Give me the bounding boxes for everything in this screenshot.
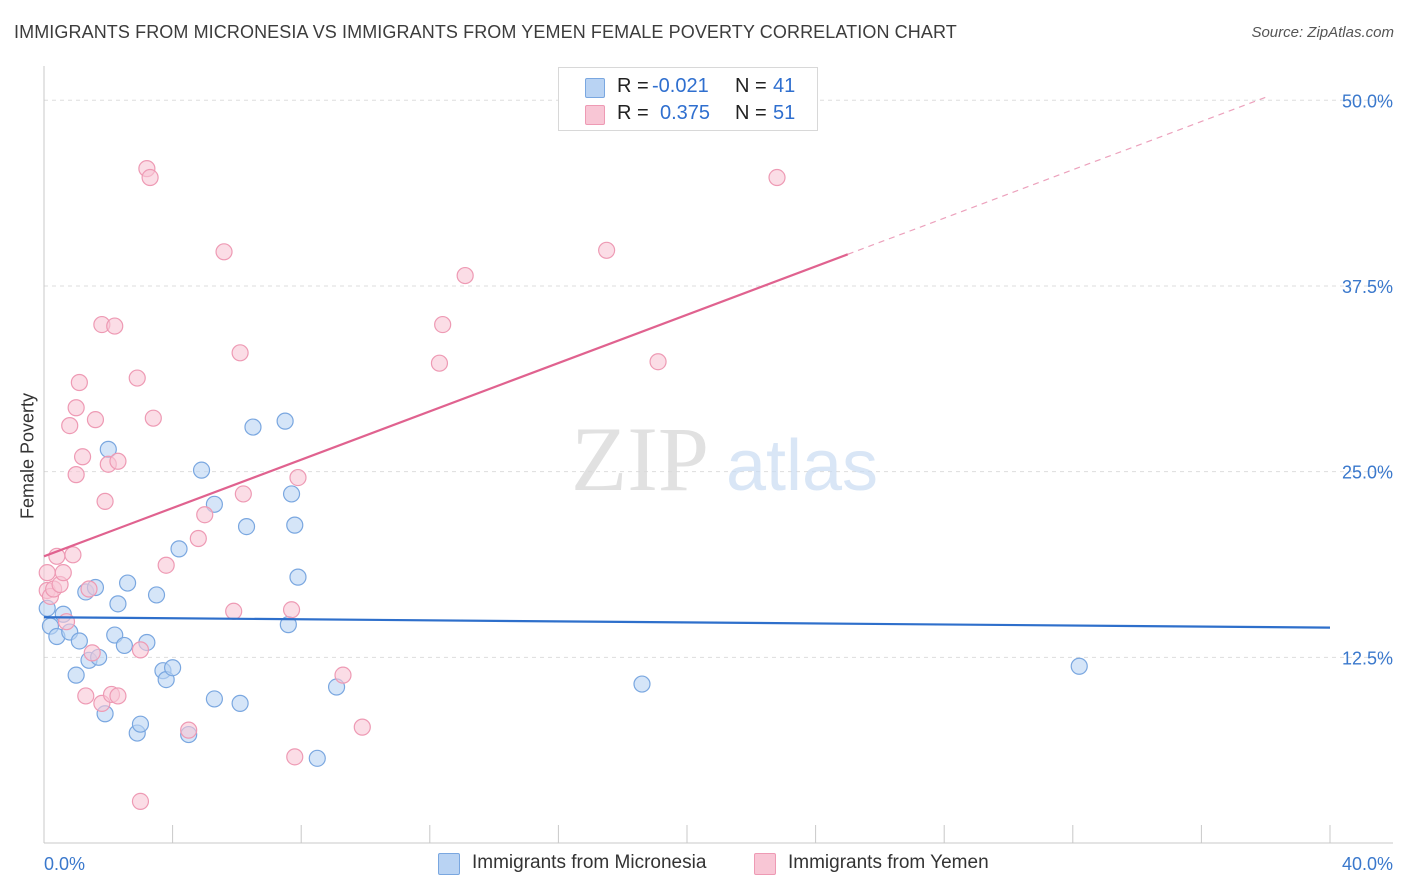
yemen-point	[456, 266, 474, 285]
yemen-point	[141, 168, 159, 187]
legend-n-label: N =	[735, 102, 767, 124]
yemen-point	[64, 546, 82, 564]
yemen-point	[215, 243, 233, 261]
yemen-point	[282, 601, 301, 619]
yemen-point	[234, 485, 252, 503]
legend-r-label: R =	[617, 75, 649, 97]
grid-lines	[44, 99, 1393, 658]
micronesia-point	[286, 516, 304, 534]
correlation-legend: R = -0.021 N = 41 R = 0.375 N = 51	[558, 67, 818, 131]
x-tick-label: 40.0%	[1342, 854, 1393, 874]
axes	[43, 66, 1393, 844]
yemen-point	[286, 748, 304, 766]
micronesia-point	[67, 666, 85, 684]
trend-line-yemen	[43, 253, 849, 558]
yemen-point	[225, 602, 243, 620]
yemen-point	[289, 468, 307, 487]
micronesia-point	[131, 715, 150, 733]
source-label: Source: ZipAtlas.com	[1251, 24, 1394, 41]
legend-r-value-micronesia: -0.021	[652, 75, 709, 97]
micronesia-point	[109, 595, 127, 613]
yemen-point	[70, 373, 88, 392]
legend-swatch-micronesia	[585, 78, 605, 98]
yemen-point	[83, 644, 101, 662]
trend-lines	[43, 96, 1331, 629]
micronesia-point	[118, 574, 137, 592]
yemen-point	[231, 344, 249, 362]
legend-n-value-yemen: 51	[773, 102, 796, 124]
micronesia-point	[308, 749, 326, 767]
micronesia-point	[205, 690, 223, 708]
yemen-point	[196, 506, 214, 524]
yemen-point	[649, 353, 667, 371]
bottom-legend-label-micronesia: Immigrants from Micronesia	[472, 852, 707, 873]
y-tick-label: 37.5%	[1342, 277, 1393, 297]
micronesia-point	[276, 412, 294, 430]
micronesia-point	[237, 518, 256, 536]
yemen-point	[131, 792, 150, 811]
yemen-point	[54, 564, 72, 582]
micronesia-point	[147, 586, 166, 604]
trend-line-yemen-extension	[847, 96, 1266, 255]
bottom-legend-swatch-yemen	[754, 853, 776, 875]
watermark: ZIP atlas	[571, 408, 878, 510]
micronesia-point	[1070, 657, 1088, 675]
micronesia-point	[70, 632, 88, 650]
yemen-point	[353, 718, 371, 736]
yemen-point	[434, 315, 452, 334]
yemen-point	[430, 354, 449, 372]
legend-r-label: R =	[617, 102, 649, 124]
data-points	[38, 160, 1088, 811]
micronesia-point	[164, 659, 182, 677]
yemen-point	[106, 317, 124, 335]
yemen-point	[73, 448, 92, 466]
yemen-point	[80, 580, 98, 598]
legend-n-value-micronesia: 41	[773, 75, 796, 97]
yemen-point	[131, 641, 150, 659]
y-tick-label: 25.0%	[1342, 463, 1393, 483]
legend-r-value-yemen: 0.375	[660, 102, 711, 124]
yemen-point	[57, 613, 76, 631]
yemen-point	[109, 452, 127, 470]
legend-n-label: N =	[735, 75, 767, 97]
x-tick-label: 0.0%	[44, 854, 85, 874]
bottom-legend-label-yemen: Immigrants from Yemen	[788, 852, 989, 873]
y-tick-label: 12.5%	[1342, 648, 1393, 668]
micronesia-point	[115, 636, 133, 655]
yemen-point	[96, 492, 114, 510]
yemen-point	[86, 411, 105, 429]
yemen-point	[598, 241, 616, 259]
watermark-atlas: atlas	[726, 426, 878, 506]
micronesia-point	[282, 485, 301, 503]
micronesia-point	[192, 461, 211, 479]
yemen-point	[768, 168, 786, 187]
micronesia-point	[289, 568, 307, 586]
watermark-zip: ZIP	[571, 408, 709, 510]
yemen-point	[109, 687, 127, 705]
yemen-point	[67, 466, 85, 484]
yemen-point	[61, 416, 79, 435]
chart-title: IMMIGRANTS FROM MICRONESIA VS IMMIGRANTS…	[14, 22, 957, 42]
yemen-point	[77, 687, 95, 705]
yemen-point	[157, 556, 175, 574]
micronesia-point	[170, 540, 188, 558]
y-tick-label: 50.0%	[1342, 91, 1393, 111]
micronesia-point	[633, 675, 651, 693]
yemen-point	[144, 409, 162, 427]
micronesia-point	[244, 418, 262, 436]
yemen-point	[180, 721, 198, 739]
legend-swatch-yemen	[585, 105, 605, 125]
yemen-point	[38, 564, 56, 582]
yemen-point	[67, 399, 85, 417]
tick-labels: 12.5% 25.0% 37.5% 50.0% 0.0% 40.0%	[44, 91, 1393, 874]
micronesia-point	[231, 694, 249, 712]
yemen-point	[128, 369, 146, 387]
y-axis-label: Female Poverty	[17, 392, 38, 520]
yemen-point	[189, 529, 207, 548]
trend-line-micronesia	[43, 616, 1331, 629]
yemen-point	[334, 666, 352, 684]
bottom-legend-swatch-micronesia	[438, 853, 460, 875]
